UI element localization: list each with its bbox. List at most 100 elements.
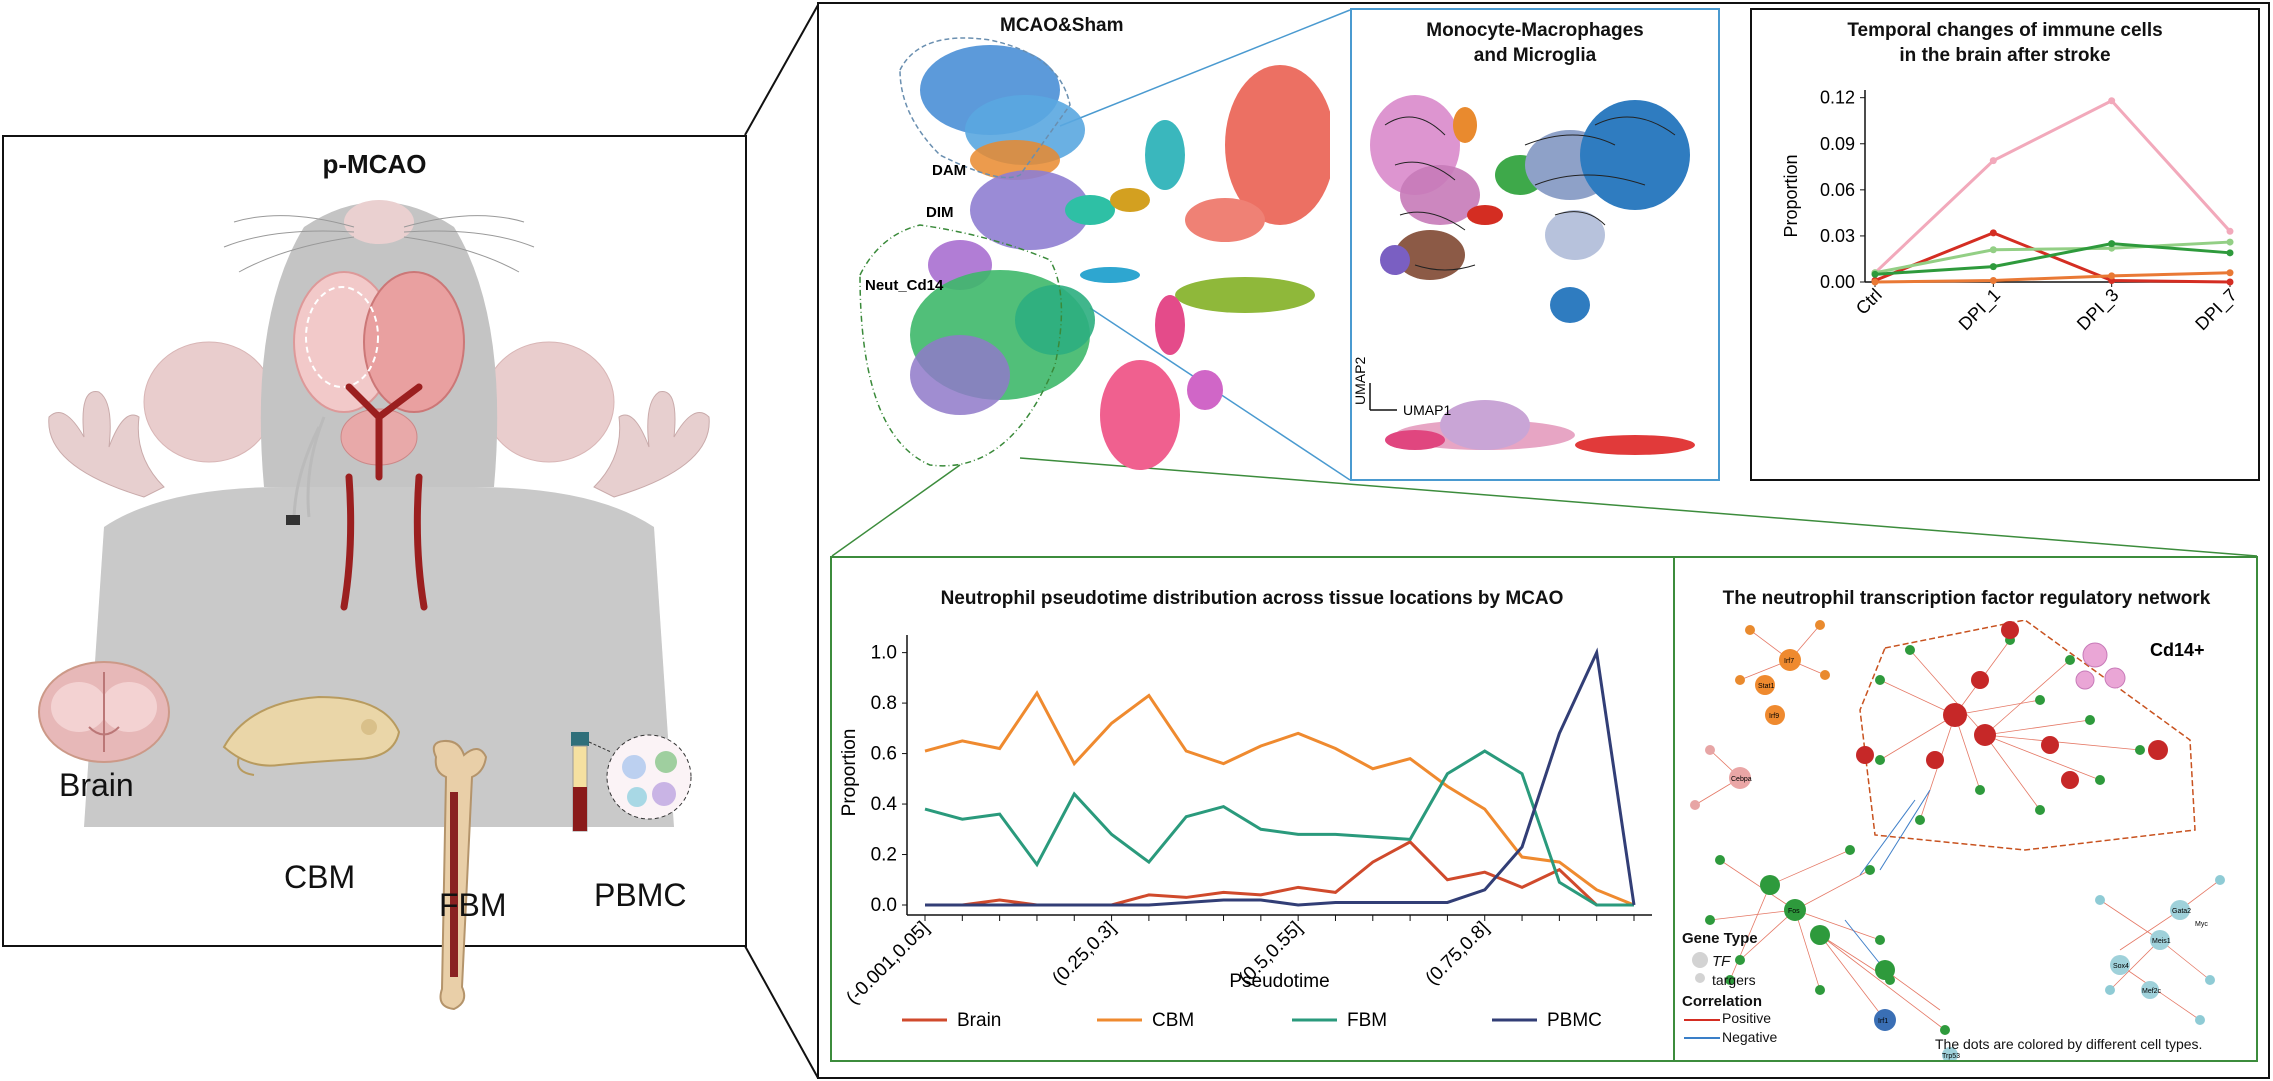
data-point-lightgreen	[2226, 238, 2234, 246]
umap-label-neut: Neut_Cd14	[865, 277, 944, 294]
x-tick-label: DPI_7	[2191, 285, 2241, 335]
legend-label-pbmc: PBMC	[1547, 1010, 1602, 1031]
tf-label: Meis1	[2152, 938, 2171, 945]
data-point-red	[2226, 278, 2234, 286]
y-tick-label: 0.4	[871, 794, 898, 815]
tissue-label-pbmc: PBMC	[594, 877, 687, 913]
x-axis-label: Pseudotime	[1229, 971, 1329, 992]
y-tick-label: 0.06	[1820, 180, 1855, 200]
series-line-orange	[1874, 271, 2231, 284]
x-tick-label: (-0.001,0.05]	[842, 918, 933, 1009]
correlation-negative: Negative	[1722, 1029, 1778, 1045]
network-title: The neutrophil transcription factor regu…	[1722, 588, 2211, 609]
cd14-label: Cd14+	[2150, 640, 2205, 660]
tf-label: Stat1	[1758, 683, 1774, 690]
umap-label-dam: DAM	[932, 162, 966, 179]
y-tick-label: 0.2	[871, 845, 897, 866]
y-tick-label: 0.6	[871, 744, 897, 765]
right-frame	[817, 2, 2270, 1079]
data-point-orange	[1989, 276, 1997, 284]
data-point-orange	[2226, 269, 2234, 277]
network-footnote: The dots are colored by different cell t…	[1935, 1036, 2203, 1052]
network-hulls	[1859, 620, 2196, 851]
data-point-orange	[1871, 278, 1879, 286]
y-tick-label: 0.12	[1820, 90, 1855, 108]
mono-axis-y: UMAP2	[1355, 357, 1368, 405]
brain-slice-icon	[38, 661, 170, 763]
data-point-green	[1989, 263, 1997, 271]
tf-label: Myc	[2195, 921, 2208, 928]
y-tick-label: 1.0	[871, 643, 897, 664]
umap-plot: DAM DIM Neut_Cd14	[859, 37, 1330, 470]
tf-label: Trp53	[1942, 1053, 1960, 1060]
whiskers	[223, 215, 535, 273]
x-tick-label: DPI_3	[2073, 285, 2123, 335]
x-tick-label: DPI_1	[1955, 285, 2005, 335]
negative-edges	[1844, 789, 1931, 971]
temporal-line-chart: 0.00 0.03 0.06 0.09 0.12 Proportion Ctrl DPI_1 D…	[1781, 90, 2242, 335]
bottom-panel-divider	[1673, 556, 1675, 1062]
mono-title-line1: Monocyte-Macrophages	[1426, 20, 1644, 41]
series-line-pink	[1873, 98, 2232, 274]
y-axis-label: Proportion	[839, 729, 860, 817]
correlation-positive: Positive	[1722, 1010, 1772, 1026]
series-line-brain	[925, 840, 1634, 907]
arteries	[340, 383, 428, 611]
y-axis-label: Proportion	[1781, 154, 1801, 237]
temporal-panel	[1750, 8, 2260, 481]
data-point-lightgreen	[1989, 246, 1997, 254]
x-tick-label: (0.25,0.3]	[1048, 918, 1120, 990]
mono-clusters	[1370, 95, 1695, 455]
cd14-cells-icon	[2075, 642, 2126, 690]
legend-label-cbm: CBM	[1152, 1010, 1194, 1031]
data-point-green	[1871, 270, 1879, 278]
mono-panel	[1350, 8, 1720, 481]
series-line-cbm	[924, 690, 1635, 907]
gene-type-tf: TF	[1712, 953, 1731, 970]
tissue-label-cbm: CBM	[284, 859, 356, 895]
left-panel: p-MCAO	[2, 135, 747, 1011]
series-line-green	[1874, 242, 2231, 276]
brain-shape	[293, 271, 465, 466]
tf-label: Gata2	[2172, 908, 2191, 915]
skull-icon	[222, 695, 401, 776]
legend-label-fbm: FBM	[1347, 1010, 1387, 1031]
clip-icon	[286, 515, 300, 525]
data-point-red	[1989, 229, 1997, 237]
mouse-illustration	[48, 200, 710, 827]
umap-clusters	[910, 45, 1330, 470]
tf-label: Irf1	[1878, 1018, 1888, 1025]
femur-icon	[432, 739, 488, 1011]
mono-umap: UMAP1 UMAP2	[1355, 95, 1695, 455]
data-point-pink	[2108, 97, 2116, 105]
y-tick-label: 0.8	[871, 693, 897, 714]
x-tick-label: Ctrl	[1852, 285, 1886, 319]
temporal-title-line2: in the brain after stroke	[1899, 45, 2111, 66]
left-panel-title: p-MCAO	[322, 149, 427, 179]
umap-title: MCAO&Sham	[1000, 15, 1124, 36]
y-tick-label: 0.00	[1820, 272, 1855, 292]
tf-label: Irf9	[1769, 713, 1779, 720]
umap-label-dim: DIM	[926, 204, 954, 221]
correlation-symbols	[1684, 1019, 1720, 1039]
data-point-green	[2226, 249, 2234, 257]
tissue-label-brain: Brain	[59, 767, 134, 803]
y-tick-label: 0.03	[1820, 226, 1855, 246]
tf-nodes	[1729, 621, 2190, 1060]
x-tick-label: (0.75,0.8]	[1422, 918, 1494, 990]
series-line-red	[1874, 231, 2231, 284]
blood-tube-icon	[571, 732, 692, 832]
mono-axis-x: UMAP1	[1403, 402, 1451, 418]
mono-title-line2: and Microglia	[1473, 45, 1597, 66]
velocity-arrows	[1384, 116, 1676, 271]
temporal-title-line1: Temporal changes of immune cells	[1847, 20, 2163, 41]
tissue-label-fbm: FBM	[439, 887, 507, 923]
tf-label: Cebpa	[1731, 776, 1752, 783]
data-point-orange	[2108, 272, 2116, 280]
gene-type-targets: targers	[1712, 972, 1756, 988]
tf-label: Fos	[1788, 908, 1800, 915]
gene-type-symbols	[1692, 952, 1708, 983]
positive-edges	[1694, 624, 2221, 1031]
tf-node-labels: Irf7 Stat1 Irf9 Cebpa Gata2 Myc Meis1 Me…	[1731, 658, 2208, 1060]
